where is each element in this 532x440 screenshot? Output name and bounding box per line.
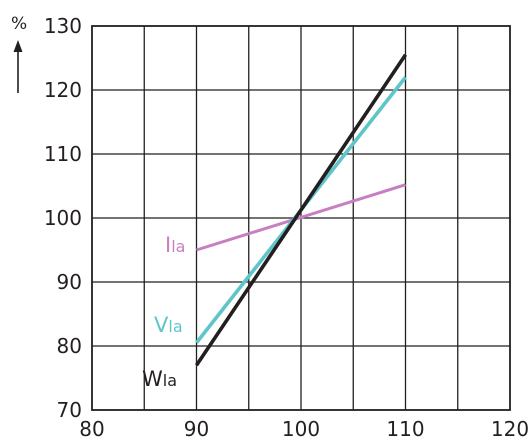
series-labels: Ila Vla Wla	[142, 233, 185, 391]
y-tick-label: 120	[44, 78, 82, 102]
y-tick-label: 110	[44, 142, 82, 166]
grid	[92, 26, 510, 410]
y-tick-label: 100	[44, 206, 82, 230]
x-tick-label: 80	[79, 417, 104, 440]
y-unit-label: %	[11, 14, 27, 34]
plot-frame	[91, 25, 511, 411]
series-lines	[195, 53, 407, 367]
y-arrow-head-icon	[13, 40, 23, 52]
x-tick-label: 110	[386, 417, 424, 440]
series-line-i	[196, 183, 406, 252]
y-axis-ticks: 70 80 90 100 110 120 130	[44, 14, 82, 422]
plot-border	[91, 25, 511, 411]
y-unit: %	[11, 14, 27, 93]
y-tick-label: 90	[57, 270, 82, 294]
x-axis-ticks: 80 90 100 110 120	[79, 417, 529, 440]
y-tick-label: 70	[57, 398, 82, 422]
y-tick-label: 130	[44, 14, 82, 38]
series-label-v: Vla	[154, 313, 183, 337]
y-tick-label: 80	[57, 334, 82, 358]
x-tick-label: 120	[491, 417, 529, 440]
series-label-w: Wla	[142, 367, 177, 391]
x-tick-label: 90	[184, 417, 209, 440]
series-line-w	[195, 53, 407, 367]
x-tick-label: 100	[282, 417, 320, 440]
series-label-i: Ila	[165, 233, 185, 257]
